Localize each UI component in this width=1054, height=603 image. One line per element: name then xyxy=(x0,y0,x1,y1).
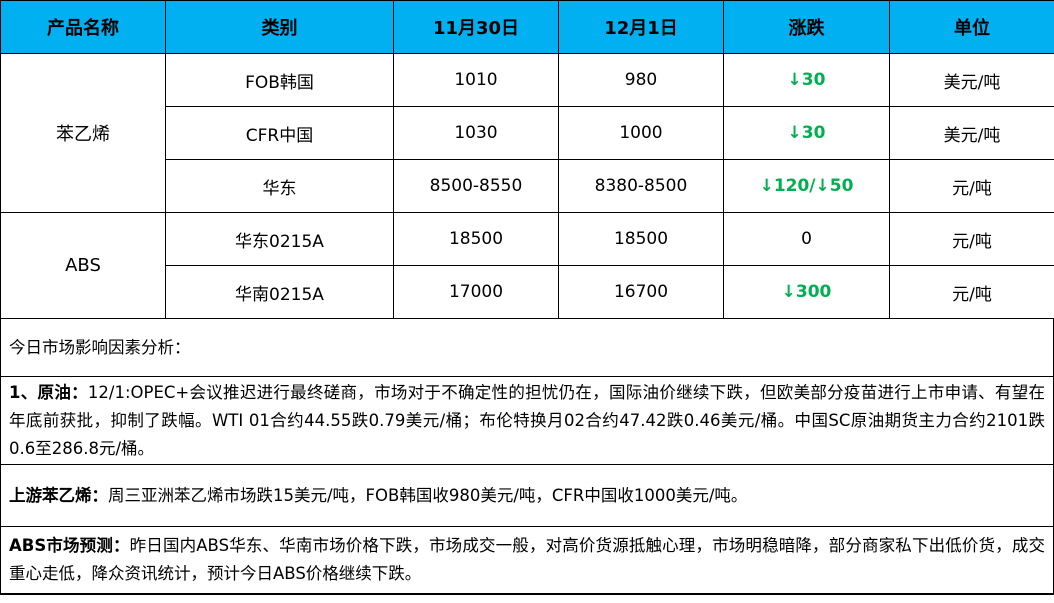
dec1-cell: 8380-8500 xyxy=(558,159,724,213)
unit-cell: 元/吨 xyxy=(889,159,1054,213)
category-cell: 华东0215A xyxy=(165,212,394,266)
upstream-label: 上游苯乙烯： xyxy=(9,485,108,505)
upstream-styrene-note: 上游苯乙烯：周三亚洲苯乙烯市场跌15美元/吨，FOB韩国收980美元/吨，CFR… xyxy=(1,465,1053,527)
header-product: 产品名称 xyxy=(0,0,166,54)
abs-forecast-text: 昨日国内ABS华东、华南市场价格下跌，市场成交一般，对高价货源抵触心理，市场明稳… xyxy=(9,536,1046,583)
category-cell: 华东 xyxy=(165,159,394,213)
analysis-heading-text: 今日市场影响因素分析： xyxy=(9,337,191,357)
product-cell: ABS xyxy=(0,212,166,319)
nov30-cell: 8500-8550 xyxy=(393,159,559,213)
nov30-cell: 18500 xyxy=(393,212,559,266)
analysis-heading: 今日市场影响因素分析： xyxy=(1,319,1053,377)
abs-forecast-note: ABS市场预测：昨日国内ABS华东、华南市场价格下跌，市场成交一般，对高价货源抵… xyxy=(1,527,1053,595)
header-unit: 单位 xyxy=(889,0,1054,54)
product-cell: 苯乙烯 xyxy=(0,53,166,213)
table-row: ABS 华东0215A 18500 18500 0 元/吨 xyxy=(0,212,1054,319)
table-row: CFR中国 1030 1000 ↓30 美元/吨 xyxy=(1,106,1054,160)
change-cell: ↓300 xyxy=(723,265,890,319)
analysis-section: 今日市场影响因素分析： 1、原油：12/1:OPEC+会议推迟进行最终磋商，市场… xyxy=(0,319,1054,595)
table-row: 华东 8500-8550 8380-8500 ↓120/↓50 元/吨 xyxy=(1,159,1054,213)
unit-cell: 美元/吨 xyxy=(889,53,1054,107)
header-dec1: 12月1日 xyxy=(558,0,724,54)
dec1-cell: 16700 xyxy=(558,265,724,319)
header-change: 涨跌 xyxy=(723,0,890,54)
change-cell: ↓120/↓50 xyxy=(723,159,890,213)
nov30-cell: 1030 xyxy=(393,106,559,160)
change-cell: ↓30 xyxy=(723,106,890,160)
dec1-cell: 18500 xyxy=(558,212,724,266)
unit-cell: 元/吨 xyxy=(889,265,1054,319)
table-row: 华南0215A 17000 16700 ↓300 元/吨 xyxy=(1,265,1054,319)
upstream-text: 周三亚洲苯乙烯市场跌15美元/吨，FOB韩国收980美元/吨，CFR中国收100… xyxy=(108,485,748,505)
price-table: 产品名称 类别 11月30日 12月1日 涨跌 单位 苯乙烯 FOB韩国 101… xyxy=(0,0,1054,319)
category-cell: CFR中国 xyxy=(165,106,394,160)
category-cell: 华南0215A xyxy=(165,265,394,319)
change-cell: ↓30 xyxy=(723,53,890,107)
nov30-cell: 17000 xyxy=(393,265,559,319)
crude-oil-note: 1、原油：12/1:OPEC+会议推迟进行最终磋商，市场对于不确定性的担忧仍在，… xyxy=(1,377,1053,465)
crude-oil-text: 12/1:OPEC+会议推迟进行最终磋商，市场对于不确定性的担忧仍在，国际油价继… xyxy=(9,382,1045,458)
crude-oil-label: 1、原油： xyxy=(9,382,88,402)
table-row: 苯乙烯 FOB韩国 1010 980 ↓30 美元/吨 xyxy=(0,53,1054,213)
dec1-cell: 1000 xyxy=(558,106,724,160)
dec1-cell: 980 xyxy=(558,53,724,107)
table-header-row: 产品名称 类别 11月30日 12月1日 涨跌 单位 xyxy=(0,0,1054,54)
nov30-cell: 1010 xyxy=(393,53,559,107)
unit-cell: 美元/吨 xyxy=(889,106,1054,160)
abs-forecast-label: ABS市场预测： xyxy=(9,536,130,555)
header-nov30: 11月30日 xyxy=(393,0,559,54)
change-cell: 0 xyxy=(723,212,890,266)
category-cell: FOB韩国 xyxy=(165,53,394,107)
header-category: 类别 xyxy=(165,0,394,54)
unit-cell: 元/吨 xyxy=(889,212,1054,266)
